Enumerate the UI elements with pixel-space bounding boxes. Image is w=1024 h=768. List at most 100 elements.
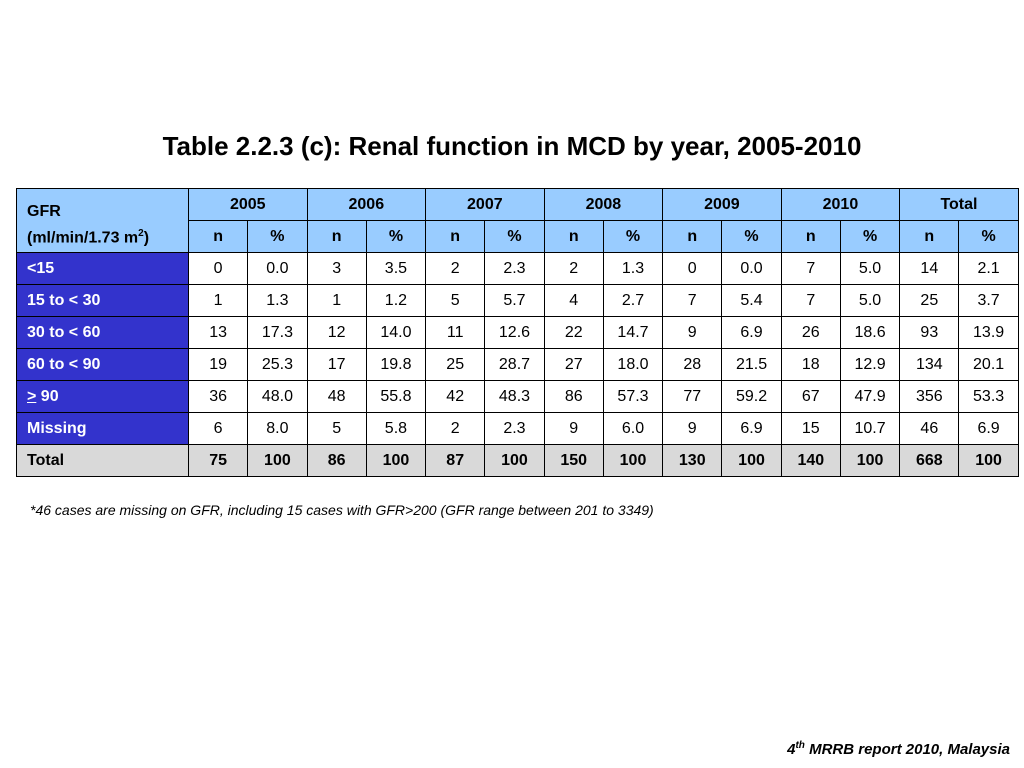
percent-cell: 2.1 xyxy=(958,252,1019,285)
year-header: 2009 xyxy=(662,188,782,221)
percent-cell: 6.0 xyxy=(602,412,664,445)
gfr-header-close: ) xyxy=(143,229,150,247)
percent-header: % xyxy=(721,220,782,253)
percent-cell: 20.1 xyxy=(958,348,1019,381)
percent-cell: 5.4 xyxy=(721,284,782,317)
total-percent-cell: 100 xyxy=(247,444,308,477)
count-cell: 14 xyxy=(899,252,960,285)
gfr-header-sup: 2 xyxy=(138,228,144,239)
percent-header: % xyxy=(839,220,901,253)
year-header: 2007 xyxy=(425,188,545,221)
n-header: n xyxy=(662,220,723,253)
percent-cell: 0.0 xyxy=(247,252,308,285)
count-cell: 93 xyxy=(899,316,960,349)
total-percent-cell: 100 xyxy=(958,444,1019,477)
percent-cell: 8.0 xyxy=(247,412,308,445)
percent-cell: 2.3 xyxy=(484,412,545,445)
percent-cell: 14.0 xyxy=(365,316,427,349)
percent-cell: 17.3 xyxy=(247,316,308,349)
percent-cell: 1.3 xyxy=(602,252,664,285)
percent-cell: 6.9 xyxy=(958,412,1019,445)
page-title: Table 2.2.3 (c): Renal function in MCD b… xyxy=(162,131,862,161)
count-cell: 5 xyxy=(306,412,367,445)
source-num: 4 xyxy=(787,741,796,758)
percent-cell: 10.7 xyxy=(839,412,901,445)
count-cell: 0 xyxy=(187,252,249,285)
count-cell: 67 xyxy=(780,380,841,413)
row-label: 60 to < 90 xyxy=(16,348,189,381)
count-cell: 77 xyxy=(662,380,723,413)
row-label: <15 xyxy=(16,252,189,285)
percent-header: % xyxy=(365,220,427,253)
count-cell: 15 xyxy=(780,412,841,445)
percent-cell: 5.0 xyxy=(839,284,901,317)
count-cell: 19 xyxy=(187,348,249,381)
header-row-n-pct: n% n% n% n% n% n% n% xyxy=(17,220,1019,253)
count-cell: 1 xyxy=(187,284,249,317)
n-header: n xyxy=(899,220,960,253)
count-cell: 42 xyxy=(425,380,486,413)
table-row: 30 to < 60 13 17.3 12 14.0 11 12.6 22 14.7 9 6.9 26… xyxy=(16,316,1019,349)
count-cell: 356 xyxy=(899,380,960,413)
row-label-text: 90 xyxy=(36,387,59,405)
percent-cell: 1.3 xyxy=(247,284,308,317)
count-cell: 7 xyxy=(780,284,841,317)
year-header: 2008 xyxy=(543,188,664,221)
percent-cell: 5.8 xyxy=(365,412,427,445)
percent-cell: 2.3 xyxy=(484,252,545,285)
total-count-cell: 140 xyxy=(780,444,841,477)
count-cell: 3 xyxy=(306,252,367,285)
count-cell: 5 xyxy=(425,284,486,317)
count-cell: 22 xyxy=(543,316,604,349)
total-percent-cell: 100 xyxy=(484,444,545,477)
total-count-cell: 75 xyxy=(187,444,249,477)
total-percent-cell: 100 xyxy=(365,444,427,477)
gfr-header-line1: GFR xyxy=(27,203,61,220)
percent-cell: 2.7 xyxy=(602,284,664,317)
table-row: <15 0 0.0 3 3.5 2 2.3 2 1.3 0 0.0 7 5.0 14 2.1 xyxy=(16,252,1019,285)
count-cell: 86 xyxy=(543,380,604,413)
percent-cell: 1.2 xyxy=(365,284,427,317)
count-cell: 2 xyxy=(543,252,604,285)
percent-cell: 19.8 xyxy=(365,348,427,381)
total-row: Total 75 100 86 100 87 100 150 100 130 100 140 100 66… xyxy=(16,444,1019,477)
n-header: n xyxy=(780,220,841,253)
renal-function-table: GFR (ml/min/1.73 m2) 2 0 0 5 2006 2007 2008… xyxy=(16,188,1019,477)
count-cell: 27 xyxy=(543,348,604,381)
total-count-cell: 150 xyxy=(543,444,604,477)
n-header: n xyxy=(306,220,367,253)
count-cell: 18 xyxy=(780,348,841,381)
total-percent-cell: 100 xyxy=(721,444,782,477)
count-cell: 9 xyxy=(662,412,723,445)
total-count-cell: 668 xyxy=(899,444,960,477)
count-cell: 25 xyxy=(899,284,960,317)
total-percent-cell: 100 xyxy=(839,444,901,477)
year-header: 2006 xyxy=(306,188,427,221)
source-text: MRRB report 2010, Malaysia xyxy=(804,741,1010,758)
count-cell: 48 xyxy=(306,380,367,413)
percent-cell: 5.7 xyxy=(484,284,545,317)
percent-header: % xyxy=(602,220,664,253)
count-cell: 0 xyxy=(662,252,723,285)
header-row-years: GFR (ml/min/1.73 m2) 2005 2006 2007 2008… xyxy=(16,188,1019,253)
total-header: Total xyxy=(899,188,1019,221)
percent-cell: 28.7 xyxy=(484,348,545,381)
footnote: *46 cases are missing on GFR, including … xyxy=(30,502,654,518)
source-note: 4th MRRB report 2010, Malaysia xyxy=(787,740,1010,758)
source-sup: th xyxy=(795,740,805,751)
table-row: > 90 36 48.0 48 55.8 42 48.3 86 57.3 77 59.2 67 47.9… xyxy=(16,380,1019,413)
percent-cell: 5.0 xyxy=(839,252,901,285)
row-label: > 90 xyxy=(16,380,189,413)
gfr-header: GFR (ml/min/1.73 m2) xyxy=(16,188,189,253)
percent-cell: 48.0 xyxy=(247,380,308,413)
percent-cell: 48.3 xyxy=(484,380,545,413)
count-cell: 36 xyxy=(187,380,249,413)
total-percent-cell: 100 xyxy=(602,444,664,477)
n-header: n xyxy=(187,220,249,253)
percent-cell: 21.5 xyxy=(721,348,782,381)
year-header: 2010 xyxy=(780,188,901,221)
percent-header: % xyxy=(958,220,1019,253)
table-row: Missing 6 8.0 5 5.8 2 2.3 9 6.0 9 6.9 15 10.7 46 6.9 xyxy=(16,412,1019,445)
total-count-cell: 87 xyxy=(425,444,486,477)
percent-cell: 53.3 xyxy=(958,380,1019,413)
